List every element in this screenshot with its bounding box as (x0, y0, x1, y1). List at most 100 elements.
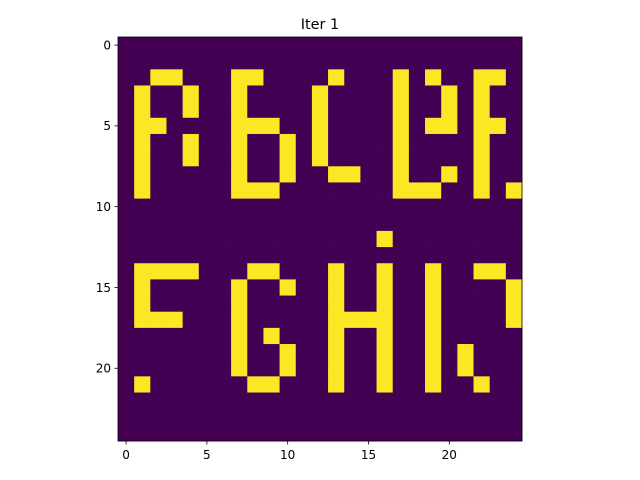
heatmap-cell (408, 408, 426, 426)
heatmap-cell (279, 166, 297, 183)
heatmap-cell (214, 117, 232, 135)
heatmap-cell (473, 198, 491, 216)
heatmap-cell (279, 214, 297, 232)
heatmap-cell (441, 37, 458, 54)
heatmap-cell (118, 101, 135, 119)
heatmap-cell (376, 295, 394, 313)
heatmap-cell (279, 198, 297, 216)
heatmap-cell (311, 263, 329, 280)
heatmap-cell (473, 263, 491, 280)
heatmap-cell (198, 101, 216, 119)
heatmap-cell (214, 150, 232, 167)
heatmap-cell (344, 295, 361, 313)
heatmap-cell (505, 101, 523, 119)
heatmap-cell (279, 392, 297, 410)
heatmap-cell (441, 263, 458, 280)
heatmap-cell (328, 150, 345, 167)
heatmap-cell (134, 360, 151, 377)
heatmap-cell (489, 408, 507, 426)
heatmap-cell (150, 69, 167, 86)
heatmap-cell (134, 376, 151, 393)
heatmap-cell (376, 182, 394, 199)
heatmap-cell (457, 263, 474, 280)
heatmap-cell (392, 344, 410, 361)
heatmap-cell (344, 311, 361, 329)
heatmap-cell (231, 101, 248, 119)
heatmap-cell (441, 408, 458, 426)
heatmap-cell (231, 344, 248, 361)
heatmap-cell (150, 376, 167, 393)
heatmap-cell (214, 214, 232, 232)
heatmap-cell (134, 247, 151, 264)
heatmap-cell (344, 327, 361, 345)
heatmap-cell (198, 408, 216, 426)
heatmap-cell (214, 69, 232, 86)
heatmap-cell (118, 360, 135, 377)
heatmap-cell (489, 69, 507, 86)
heatmap-cell (295, 230, 313, 248)
heatmap-cell (505, 150, 523, 167)
heatmap-cell (231, 247, 248, 264)
heatmap-cell (118, 133, 135, 151)
heatmap-cell (457, 101, 474, 119)
heatmap-cell (311, 101, 329, 119)
heatmap-cell (279, 311, 297, 329)
heatmap-cell (263, 230, 280, 248)
heatmap-cell (408, 133, 426, 151)
heatmap-cell (263, 424, 280, 442)
heatmap-cell (247, 214, 264, 232)
heatmap-cell (214, 182, 232, 199)
heatmap-cell (360, 376, 377, 393)
heatmap-cell (247, 37, 264, 54)
heatmap-cell (376, 376, 394, 393)
heatmap-cell (505, 392, 523, 410)
x-tick-label: 15 (361, 448, 376, 462)
heatmap-cell (198, 230, 216, 248)
heatmap-cell (473, 53, 491, 70)
heatmap-cell (279, 279, 297, 296)
y-tick-label: 0 (103, 38, 111, 52)
heatmap-cell (118, 150, 135, 167)
heatmap-cell (441, 53, 458, 70)
heatmap-cell (425, 230, 442, 248)
heatmap-cell (473, 376, 491, 393)
heatmap-cell (360, 150, 377, 167)
heatmap-cell (247, 230, 264, 248)
heatmap-cell (311, 69, 329, 86)
heatmap-cell (311, 327, 329, 345)
heatmap-cell (118, 247, 135, 264)
heatmap-cell (457, 214, 474, 232)
heatmap-cell (247, 279, 264, 296)
heatmap-cell (376, 247, 394, 264)
heatmap-cell (489, 85, 507, 102)
chart-title: Iter 1 (301, 17, 339, 33)
heatmap-cell (134, 37, 151, 54)
heatmap-cell (166, 247, 183, 264)
heatmap-cell (457, 69, 474, 86)
heatmap-cell (150, 392, 167, 410)
heatmap-cell (425, 295, 442, 313)
heatmap-cell (182, 424, 200, 442)
heatmap-cell (198, 166, 216, 183)
heatmap-cell (182, 37, 200, 54)
heatmap-cell (457, 150, 474, 167)
heatmap-cell (376, 311, 394, 329)
x-tick-label: 20 (442, 448, 457, 462)
heatmap-cell (247, 344, 264, 361)
heatmap-cell (166, 408, 183, 426)
heatmap-cell (473, 311, 491, 329)
heatmap-cell (166, 392, 183, 410)
heatmap-cell (311, 424, 329, 442)
heatmap-cell (295, 53, 313, 70)
heatmap-cell (425, 198, 442, 216)
heatmap-cell (360, 327, 377, 345)
heatmap-cell (134, 214, 151, 232)
heatmap-cell (214, 263, 232, 280)
heatmap-cell (473, 101, 491, 119)
heatmap-cell (182, 360, 200, 377)
heatmap-cell (150, 182, 167, 199)
heatmap-cell (214, 424, 232, 442)
heatmap-cell (360, 117, 377, 135)
heatmap-cell (489, 53, 507, 70)
